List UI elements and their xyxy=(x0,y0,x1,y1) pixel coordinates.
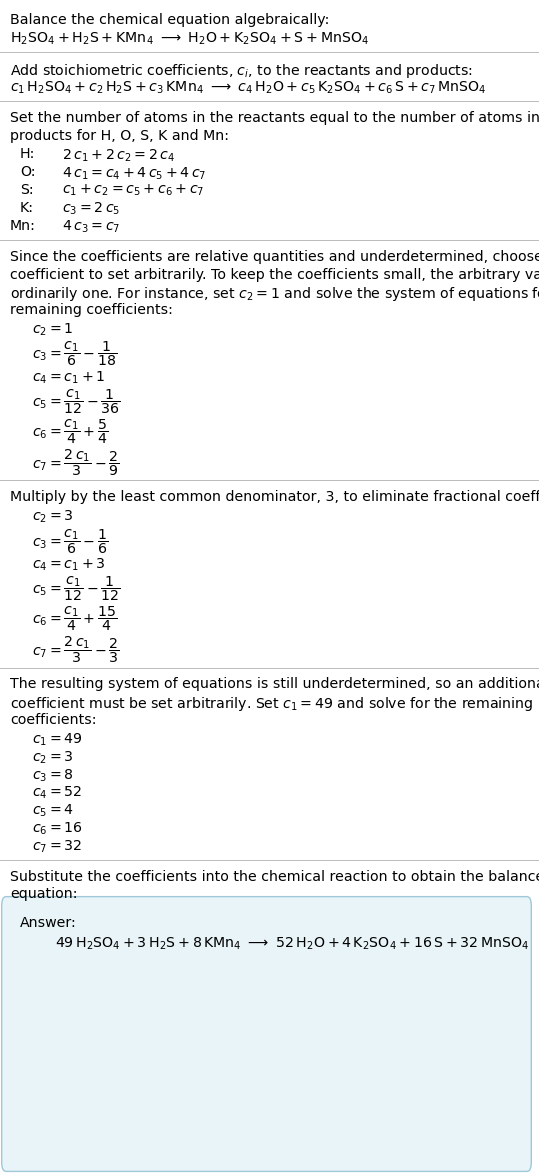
Text: $c_5 = \dfrac{c_1}{12} - \dfrac{1}{36}$: $c_5 = \dfrac{c_1}{12} - \dfrac{1}{36}$ xyxy=(32,388,121,416)
Text: The resulting system of equations is still underdetermined, so an additional: The resulting system of equations is sti… xyxy=(10,677,539,691)
Text: remaining coefficients:: remaining coefficients: xyxy=(10,303,173,317)
Text: Balance the chemical equation algebraically:: Balance the chemical equation algebraica… xyxy=(10,13,329,27)
FancyBboxPatch shape xyxy=(2,897,531,1171)
Text: $c_6 = 16$: $c_6 = 16$ xyxy=(32,820,83,837)
Text: $c_7 = 32$: $c_7 = 32$ xyxy=(32,839,82,854)
Text: Substitute the coefficients into the chemical reaction to obtain the balanced: Substitute the coefficients into the che… xyxy=(10,870,539,884)
Text: products for H, O, S, K and Mn:: products for H, O, S, K and Mn: xyxy=(10,129,229,142)
Text: coefficients:: coefficients: xyxy=(10,713,96,727)
Text: O:: O: xyxy=(20,166,36,180)
Text: $c_6 = \dfrac{c_1}{4} + \dfrac{5}{4}$: $c_6 = \dfrac{c_1}{4} + \dfrac{5}{4}$ xyxy=(32,417,108,446)
Text: $c_7 = \dfrac{2\,c_1}{3} - \dfrac{2}{3}$: $c_7 = \dfrac{2\,c_1}{3} - \dfrac{2}{3}$ xyxy=(32,634,120,665)
Text: $c_2 = 1$: $c_2 = 1$ xyxy=(32,322,73,338)
Text: $c_3 = 8$: $c_3 = 8$ xyxy=(32,767,74,784)
Text: $c_4 = c_1 + 3$: $c_4 = c_1 + 3$ xyxy=(32,557,106,573)
Text: $c_1\,\mathrm{H_2SO_4} + c_2\,\mathrm{H_2S} + c_3\,\mathrm{KMn_4}$$\ \longrighta: $c_1\,\mathrm{H_2SO_4} + c_2\,\mathrm{H_… xyxy=(10,80,487,96)
Text: ordinarily one. For instance, set $c_2 = 1$ and solve the system of equations fo: ordinarily one. For instance, set $c_2 =… xyxy=(10,286,539,303)
Text: K:: K: xyxy=(20,201,34,215)
Text: $c_1 = 49$: $c_1 = 49$ xyxy=(32,732,83,748)
Text: $c_2 = 3$: $c_2 = 3$ xyxy=(32,509,74,525)
Text: $c_1 + c_2 = c_5 + c_6 + c_7$: $c_1 + c_2 = c_5 + c_6 + c_7$ xyxy=(62,183,204,199)
Text: $c_7 = \dfrac{2\,c_1}{3} - \dfrac{2}{9}$: $c_7 = \dfrac{2\,c_1}{3} - \dfrac{2}{9}$ xyxy=(32,448,120,478)
Text: Add stoichiometric coefficients, $c_i$, to the reactants and products:: Add stoichiometric coefficients, $c_i$, … xyxy=(10,62,473,80)
Text: $c_5 = \dfrac{c_1}{12} - \dfrac{1}{12}$: $c_5 = \dfrac{c_1}{12} - \dfrac{1}{12}$ xyxy=(32,575,121,603)
Text: S:: S: xyxy=(20,183,33,197)
Text: $4\,c_1 = c_4 + 4\,c_5 + 4\,c_7$: $4\,c_1 = c_4 + 4\,c_5 + 4\,c_7$ xyxy=(62,166,206,182)
Text: Multiply by the least common denominator, 3, to eliminate fractional coefficient: Multiply by the least common denominator… xyxy=(10,490,539,504)
Text: $c_4 = c_1 + 1$: $c_4 = c_1 + 1$ xyxy=(32,370,105,387)
Text: $49\,\mathrm{H_2SO_4} + 3\,\mathrm{H_2S} + 8\,\mathrm{KMn_4}$$\ \longrightarrow : $49\,\mathrm{H_2SO_4} + 3\,\mathrm{H_2S}… xyxy=(55,935,529,952)
Text: coefficient must be set arbitrarily. Set $c_1 = 49$ and solve for the remaining: coefficient must be set arbitrarily. Set… xyxy=(10,696,534,713)
Text: $c_3 = \dfrac{c_1}{6} - \dfrac{1}{18}$: $c_3 = \dfrac{c_1}{6} - \dfrac{1}{18}$ xyxy=(32,340,118,369)
Text: $c_3 = \dfrac{c_1}{6} - \dfrac{1}{6}$: $c_3 = \dfrac{c_1}{6} - \dfrac{1}{6}$ xyxy=(32,526,108,556)
Text: $4\,c_3 = c_7$: $4\,c_3 = c_7$ xyxy=(62,219,120,235)
Text: equation:: equation: xyxy=(10,887,78,901)
Text: Mn:: Mn: xyxy=(10,219,36,233)
Text: coefficient to set arbitrarily. To keep the coefficients small, the arbitrary va: coefficient to set arbitrarily. To keep … xyxy=(10,268,539,282)
Text: $c_5 = 4$: $c_5 = 4$ xyxy=(32,803,74,819)
Text: Set the number of atoms in the reactants equal to the number of atoms in the: Set the number of atoms in the reactants… xyxy=(10,110,539,125)
Text: Since the coefficients are relative quantities and underdetermined, choose a: Since the coefficients are relative quan… xyxy=(10,250,539,263)
Text: $c_4 = 52$: $c_4 = 52$ xyxy=(32,785,82,801)
Text: Answer:: Answer: xyxy=(20,916,77,931)
Text: $c_2 = 3$: $c_2 = 3$ xyxy=(32,750,74,766)
Text: $2\,c_1 + 2\,c_2 = 2\,c_4$: $2\,c_1 + 2\,c_2 = 2\,c_4$ xyxy=(62,147,175,163)
Text: $c_6 = \dfrac{c_1}{4} + \dfrac{15}{4}$: $c_6 = \dfrac{c_1}{4} + \dfrac{15}{4}$ xyxy=(32,604,118,633)
Text: $\mathrm{H_2SO_4} + \mathrm{H_2S} + \mathrm{KMn_4}$$\ \longrightarrow \ $$\mathr: $\mathrm{H_2SO_4} + \mathrm{H_2S} + \mat… xyxy=(10,31,369,47)
Text: $c_3 = 2\,c_5$: $c_3 = 2\,c_5$ xyxy=(62,201,120,217)
Text: H:: H: xyxy=(20,147,36,161)
